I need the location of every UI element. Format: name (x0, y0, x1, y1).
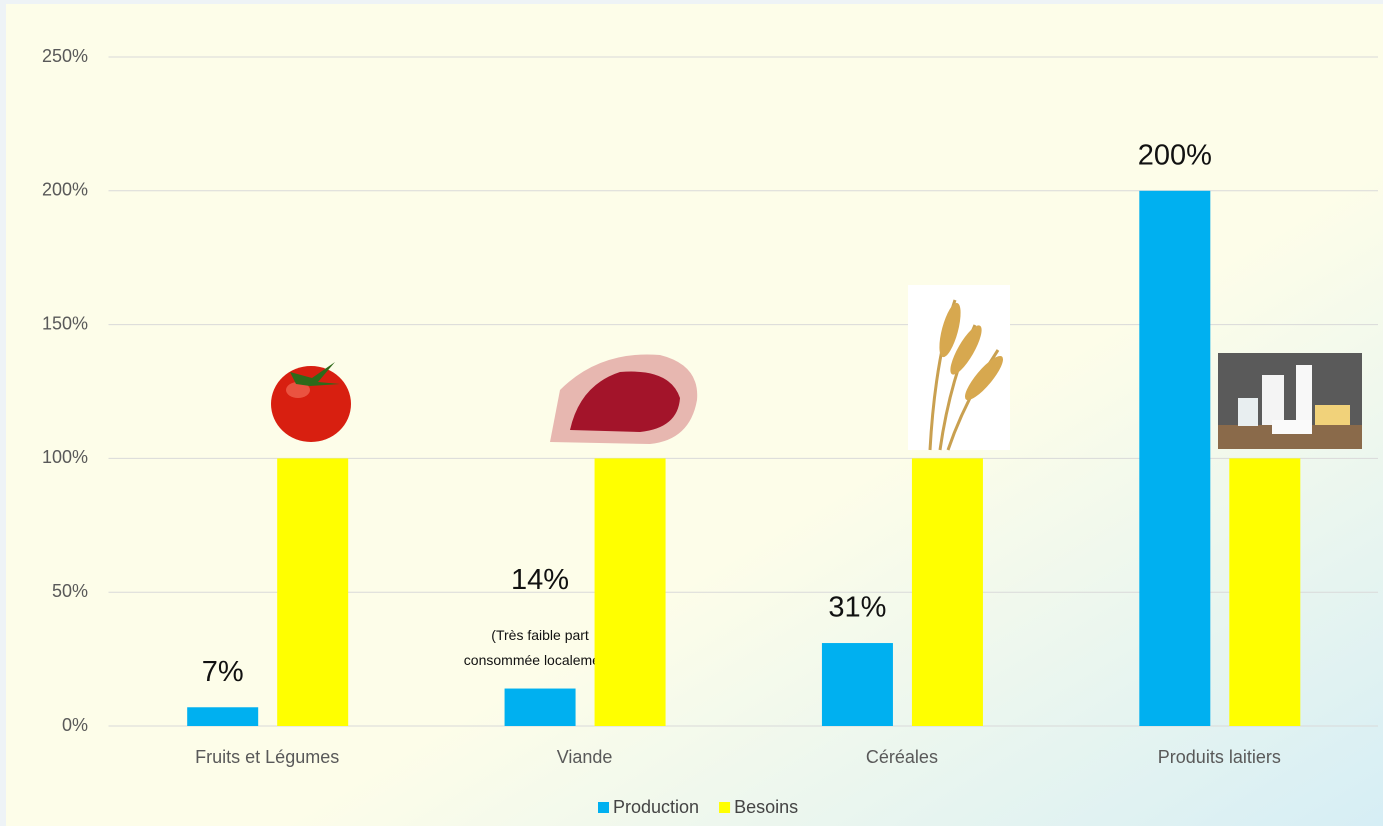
y-tick-label: 250% (42, 46, 88, 66)
legend-label: Production (613, 797, 699, 817)
value-label: 14% (511, 564, 569, 596)
legend-swatch (598, 802, 609, 813)
bar (595, 458, 666, 726)
legend-label: Besoins (734, 797, 798, 817)
y-tick-label: 200% (42, 180, 88, 200)
bar (187, 707, 258, 726)
bar (277, 458, 348, 726)
y-tick-label: 100% (42, 447, 88, 467)
chart: 0%50%100%150%200%250% Fruits et Légume (0, 0, 1383, 826)
legend-swatch (719, 802, 730, 813)
x-tick-label: Fruits et Légumes (195, 747, 339, 767)
x-tick-label: Produits laitiers (1158, 747, 1281, 767)
y-tick-label: 0% (62, 715, 88, 735)
x-tick-label: Céréales (866, 747, 938, 767)
wheat-icon (908, 285, 1010, 450)
y-tick-label: 50% (52, 581, 88, 601)
annotation: consommée localement) (464, 652, 617, 668)
bar (505, 689, 576, 726)
dairy-icon (1218, 353, 1362, 449)
value-label: 31% (828, 592, 886, 624)
x-tick-label: Viande (557, 747, 613, 767)
bar (912, 458, 983, 726)
bar (1229, 458, 1300, 726)
annotation: (Très faible part (491, 627, 589, 643)
value-label: 200% (1138, 139, 1212, 171)
value-label: 7% (202, 656, 244, 688)
bar (1139, 191, 1210, 726)
y-tick-label: 150% (42, 313, 88, 333)
bar (822, 643, 893, 726)
